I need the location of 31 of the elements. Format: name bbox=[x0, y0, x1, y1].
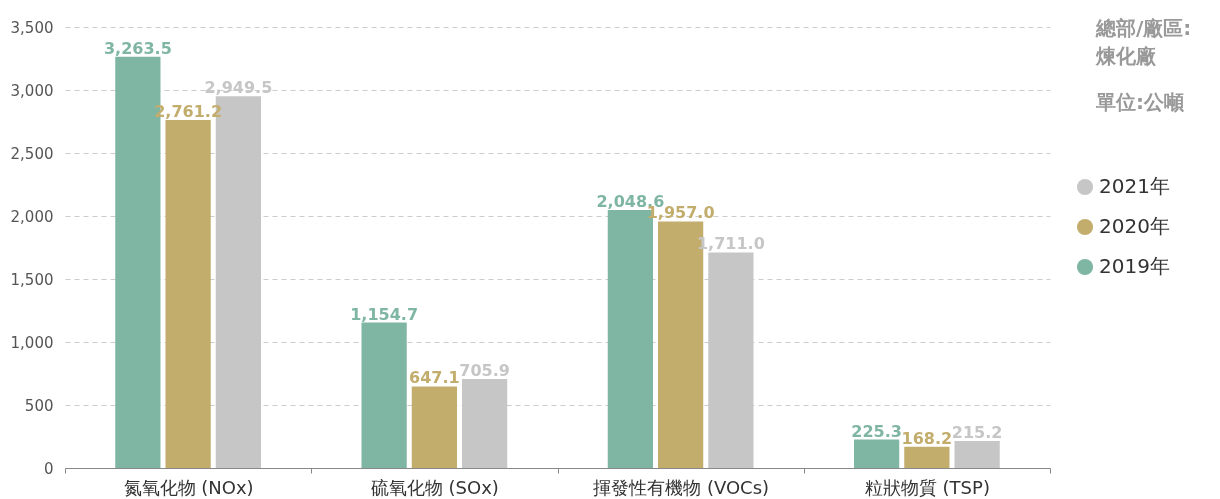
data-label: 1,154.7 bbox=[350, 304, 419, 324]
x-tick-label: 氮氧化物 (NOx) bbox=[123, 476, 254, 498]
data-label: 225.3 bbox=[851, 421, 902, 441]
data-label: 647.1 bbox=[409, 368, 460, 388]
y-tick-label: 3,500 bbox=[10, 18, 54, 37]
bar bbox=[411, 386, 457, 468]
bar bbox=[904, 446, 950, 468]
data-label: 705.9 bbox=[459, 361, 510, 381]
x-tick-label: 揮發性有機物 (VOCs) bbox=[593, 476, 770, 498]
bar bbox=[954, 440, 1000, 468]
data-label: 2,949.5 bbox=[204, 78, 273, 98]
bar bbox=[361, 322, 407, 468]
x-tick-label: 粒狀物質 (TSP) bbox=[864, 476, 990, 498]
y-tick-label: 0 bbox=[43, 459, 54, 478]
text: 總部/廠區: 煉化廠 bbox=[1096, 15, 1192, 70]
legend-label: 2019年 bbox=[1099, 254, 1170, 278]
data-label: 215.2 bbox=[951, 422, 1003, 442]
legend-label: 2020年 bbox=[1099, 214, 1170, 238]
text: 單位:公噸 bbox=[1096, 89, 1185, 116]
data-label: 3,263.5 bbox=[103, 38, 172, 58]
bar bbox=[165, 120, 211, 468]
y-tick-label: 1,000 bbox=[10, 333, 54, 352]
bar bbox=[854, 439, 900, 468]
legend-label: 2021年 bbox=[1099, 174, 1170, 198]
y-tick-label: 500 bbox=[24, 396, 54, 415]
y-tick-label: 2,000 bbox=[10, 207, 54, 226]
data-label: 168.2 bbox=[901, 428, 953, 448]
x-tick-label: 硫氧化物 (SOx) bbox=[370, 476, 499, 498]
y-tick-label: 1,500 bbox=[10, 270, 54, 289]
y-tick-label: 2,500 bbox=[10, 144, 54, 163]
y-tick-label: 3,000 bbox=[10, 81, 54, 100]
